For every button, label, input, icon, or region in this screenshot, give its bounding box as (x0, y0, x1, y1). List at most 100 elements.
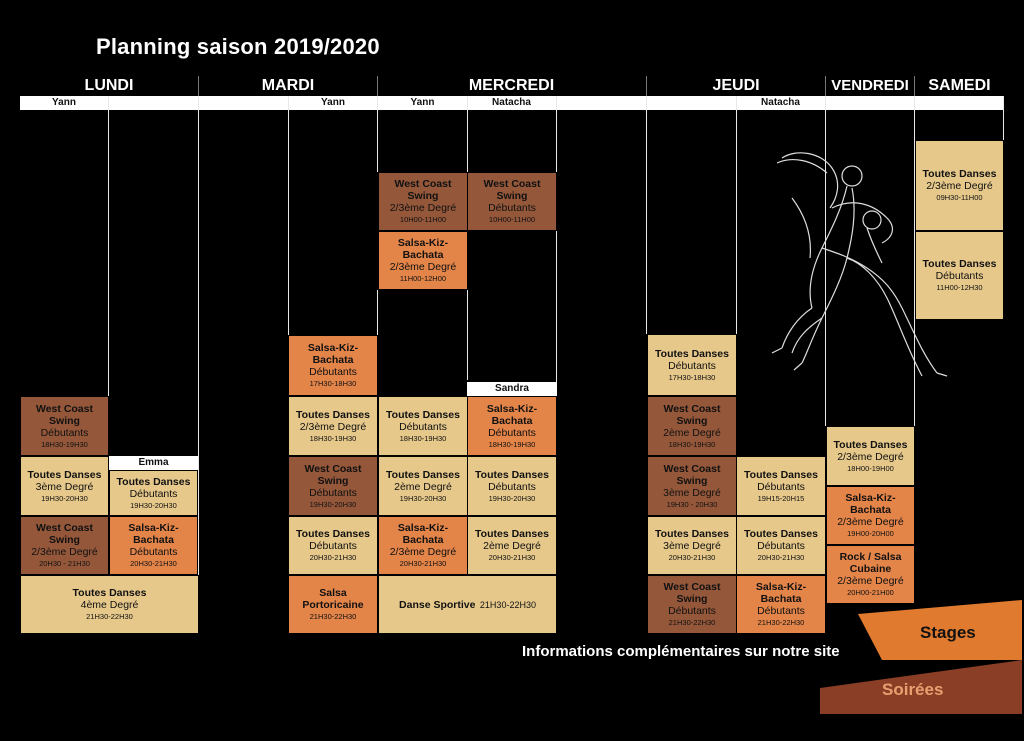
class-name: West Coast Swing (394, 178, 452, 202)
grid-line (467, 230, 468, 380)
class-jeudi-skb-debutants: Salsa-Kiz-Bachata Débutants 21H30-22H30 (736, 575, 826, 634)
day-separator (377, 76, 378, 96)
class-name: Toutes Danses (655, 347, 729, 360)
class-level: Débutants (488, 480, 536, 493)
class-jeudi-wcs-2: West Coast Swing 2ème Degré 18H30-19H30 (647, 396, 737, 456)
class-mardi-salsa-portoricaine: Salsa Portoricaine 21H30-22H30 (288, 575, 378, 634)
class-time: 20H30-21H30 (668, 553, 716, 562)
class-level: Débutants (309, 486, 357, 499)
teacher-label-emma: Emma (109, 456, 198, 470)
day-separator (646, 76, 647, 96)
class-name: Toutes Danses (655, 528, 729, 540)
grid-line (108, 96, 109, 456)
class-level: 2ème Degré (394, 480, 452, 493)
class-level: 2/3ème Degré (389, 546, 457, 558)
grid-line (467, 96, 468, 172)
class-name: Salsa-Kiz-Bachata (397, 522, 449, 546)
stages-banner[interactable]: Stages (858, 600, 1022, 660)
grid-line (736, 96, 737, 456)
class-vendredi-skb-23: Salsa-Kiz-Bachata 2/3ème Degré 19H00-20H… (826, 486, 915, 545)
class-mercredi-danse-sportive: Danse Sportive 21H30-22H30 (378, 575, 557, 634)
grid-line (825, 96, 826, 426)
class-level: Débutants (757, 540, 805, 552)
soirees-label: Soirées (882, 680, 943, 699)
class-name: Rock / Salsa Cubaine (839, 551, 902, 575)
info-text: Informations complémentaires sur notre s… (522, 643, 840, 660)
class-time: 19H30 - 20H30 (666, 499, 718, 509)
soirees-banner-shape (820, 660, 1022, 714)
stages-label: Stages (920, 623, 976, 642)
grid-line (288, 96, 289, 336)
class-name: Salsa-Kiz-Bachata (486, 402, 538, 427)
day-separator (825, 76, 826, 96)
day-jeudi: JEUDI (712, 77, 760, 94)
class-mardi-wcs-debutants: West Coast Swing Débutants 19H30-20H30 (288, 456, 378, 516)
class-lundi-td-3: Toutes Danses 3ème Degré 19H30-20H30 (20, 456, 109, 516)
class-name: West Coast Swing (663, 462, 721, 487)
teacher-jeudi: Natacha (761, 97, 800, 108)
class-level: 2/3ème Degré (299, 420, 367, 433)
class-level: 4ème Degré (80, 599, 139, 611)
class-name: Salsa-Kiz-Bachata (307, 342, 359, 366)
class-level: 2/3ème Degré (837, 516, 904, 528)
class-level: Débutants (399, 420, 447, 433)
class-time: 21H30-22H30 (86, 612, 133, 621)
class-jeudi-td-3: Toutes Danses 3ème Degré 20H30-21H30 (647, 516, 737, 575)
class-time: 20H30-21H30 (399, 559, 447, 568)
class-jeudi-td-debutants: Toutes Danses Débutants 17H30-18H30 (647, 334, 737, 396)
day-separator (914, 76, 915, 96)
class-name: West Coast Swing (663, 402, 721, 427)
class-level: 3ème Degré (663, 486, 721, 499)
teacher-lundi: Yann (52, 97, 76, 108)
soirees-banner[interactable]: Soirées (820, 660, 1022, 714)
day-mardi: MARDI (261, 77, 315, 94)
class-name: Salsa-Kiz-Bachata (755, 581, 807, 605)
teacher-mercredi-b: Natacha (492, 97, 531, 108)
class-time: 18H30-19H30 (488, 439, 536, 449)
class-time: 19H15-20H15 (757, 493, 805, 503)
grid-line (1003, 96, 1004, 140)
class-time: 18H30-19H30 (668, 439, 716, 449)
class-time: 11H00-12H30 (936, 283, 983, 292)
class-level: 2/3ème Degré (389, 261, 457, 273)
class-level: Débutants (668, 605, 716, 617)
class-time: 18H30-19H30 (309, 433, 357, 443)
class-lundi-skb-debutants: Salsa-Kiz-Bachata Débutants 20H30-21H30 (109, 516, 198, 575)
class-time: 20H30-21H30 (130, 559, 177, 568)
class-time: 19H30-20H30 (309, 499, 357, 509)
class-jeudi-wcs-3: West Coast Swing 3ème Degré 19H30 - 20H3… (647, 456, 737, 516)
class-time: 18H30-19H30 (41, 439, 88, 449)
stages-banner-shape (858, 600, 1022, 660)
class-time: 21H30-22H30 (668, 618, 716, 627)
class-name: Salsa Portoricaine (302, 587, 364, 611)
class-mercredi-skb-debutants: Salsa-Kiz-Bachata Débutants 18H30-19H30 (467, 396, 557, 456)
class-time: 20H30 - 21H30 (39, 559, 90, 568)
class-mardi-td-debutants: Toutes Danses Débutants 20H30-21H30 (288, 516, 378, 575)
class-mardi-skb-debutants: Salsa-Kiz-Bachata Débutants 17H30-18H30 (288, 335, 378, 396)
class-name: Toutes Danses (922, 258, 997, 270)
class-time: 19H30-20H30 (130, 500, 177, 510)
class-level: Débutants (935, 270, 984, 282)
class-name: Toutes Danses (116, 475, 191, 488)
teacher-mardi: Yann (321, 97, 345, 108)
class-mercredi-td-debutants: Toutes Danses Débutants 18H30-19H30 (378, 396, 468, 456)
class-name: Toutes Danses (296, 408, 370, 421)
class-mercredi-td-2: Toutes Danses 2ème Degré 19H30-20H30 (378, 456, 468, 516)
class-lundi-td-debutants: Toutes Danses Débutants 19H30-20H30 (109, 470, 198, 516)
class-samedi-td-23: Toutes Danses 2/3ème Degré 09H30-11H00 (915, 140, 1004, 231)
class-level: Débutants (488, 426, 536, 439)
class-level: 2/3ème Degré (837, 450, 904, 463)
class-mercredi-td-debutants-b: Toutes Danses Débutants 19H30-20H30 (467, 456, 557, 516)
teacher-mercredi-a: Yann (410, 97, 435, 108)
grid-line (646, 96, 647, 334)
class-vendredi-td-23: Toutes Danses 2/3ème Degré 18H00-19H00 (826, 426, 915, 486)
class-level: Débutants (757, 605, 805, 617)
class-name: West Coast Swing (304, 462, 362, 487)
class-name: Salsa-Kiz-Bachata (128, 522, 179, 546)
class-name: Toutes Danses (27, 468, 102, 481)
class-level: 2ème Degré (663, 426, 721, 439)
class-jeudi-wcs-debutants: West Coast Swing Débutants 21H30-22H30 (647, 575, 737, 634)
class-mercredi-wcs-23: West Coast Swing 2/3ème Degré 10H00-11H0… (378, 172, 468, 231)
dancer-sketch-illustration (771, 152, 948, 377)
day-samedi: SAMEDI (928, 77, 991, 94)
